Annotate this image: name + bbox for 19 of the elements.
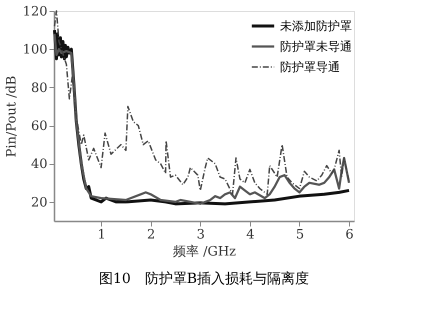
y-tick-label: 100 [22,42,48,58]
y-tick-label: 60 [30,119,48,134]
y-tick-label: 20 [30,195,48,210]
legend-label: 未添加防护罩 [280,19,352,33]
x-tick-label: 6 [345,228,354,242]
y-tick-label: 40 [30,157,48,172]
legend-label: 防护罩导通 [280,60,340,74]
legend-label: 防护罩未导通 [280,40,352,54]
x-tick-label: 4 [246,228,255,242]
x-tick-label: 1 [97,228,106,242]
y-axis-title: Pin/Pout /dB [4,76,20,158]
x-tick-label: 2 [147,228,156,242]
y-tick-label: 120 [22,4,48,20]
x-axis-title: 频率 /GHz [172,244,236,260]
x-tick-label: 3 [196,228,205,242]
x-tick-label: 5 [296,228,304,242]
y-tick-label: 80 [30,80,48,96]
text: 图10 防护罩B插入损耗与隔离度 [98,271,310,287]
line-series [54,10,350,196]
